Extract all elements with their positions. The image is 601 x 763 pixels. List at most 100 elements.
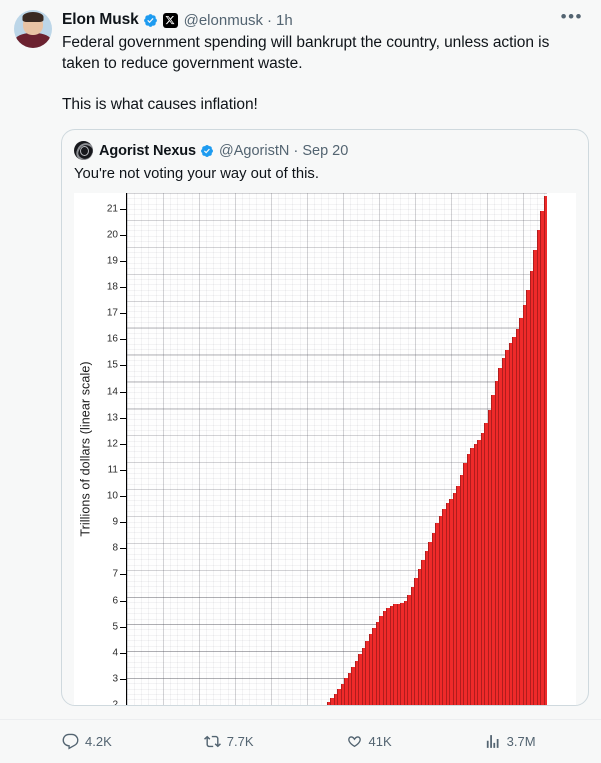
y-axis-tick-mark bbox=[120, 652, 126, 654]
y-axis-tick-mark bbox=[120, 313, 126, 315]
chart-bar bbox=[438, 515, 442, 705]
chart-bar bbox=[498, 368, 502, 705]
y-axis-tick-label: 14 bbox=[106, 386, 118, 398]
y-axis-tick-label: 6 bbox=[112, 595, 118, 606]
tweet-header-body: Elon Musk @elonmusk · 1h ••• Federal gov… bbox=[62, 7, 587, 115]
header-separator: · bbox=[267, 11, 273, 29]
chart-bar bbox=[463, 463, 467, 705]
chart-bar bbox=[337, 688, 341, 705]
chart-bar bbox=[487, 409, 491, 705]
y-axis-tick-label: 2 bbox=[112, 699, 118, 706]
chart-bar bbox=[522, 305, 526, 705]
elon-musk-avatar[interactable] bbox=[14, 10, 52, 48]
chart-bar bbox=[424, 550, 428, 705]
y-axis-tick-label: 7 bbox=[112, 568, 118, 580]
chart-bar bbox=[543, 195, 547, 705]
chart-bar bbox=[382, 611, 386, 705]
retweet-count: 7.7K bbox=[226, 734, 254, 749]
views-count: 3.7M bbox=[506, 734, 536, 749]
chart-bar bbox=[414, 578, 418, 705]
chart-bar bbox=[428, 541, 432, 705]
quoted-tweet-body-text: You're not voting your way out of this. bbox=[74, 166, 319, 182]
avatar-hair bbox=[22, 12, 44, 22]
chart-bar bbox=[533, 250, 537, 705]
y-axis-tick-label: 21 bbox=[106, 203, 118, 215]
y-axis-tick-mark bbox=[120, 469, 126, 471]
chart-bar bbox=[410, 587, 414, 705]
y-axis-tick-label: 9 bbox=[112, 516, 118, 528]
y-axis-tick-label: 8 bbox=[112, 542, 118, 554]
y-axis-tick-mark bbox=[120, 260, 126, 262]
chart-bar bbox=[330, 698, 334, 705]
chart-bar bbox=[379, 616, 383, 705]
agorist-nexus-avatar[interactable] bbox=[74, 141, 93, 160]
chart-bar bbox=[400, 602, 404, 705]
chart-bar bbox=[372, 627, 376, 705]
y-axis-tick-mark bbox=[120, 496, 126, 498]
avatar-body bbox=[15, 33, 51, 48]
chart-bar bbox=[393, 604, 397, 705]
federal-spending-bar-chart[interactable]: Trillions of dollars (linear scale) 2 3 4 5… bbox=[74, 193, 576, 705]
chart-bar bbox=[431, 532, 435, 705]
chart-attachment[interactable]: Trillions of dollars (linear scale) 2 3 4 5… bbox=[62, 193, 588, 705]
y-axis-tick-mark bbox=[120, 287, 126, 289]
chart-bar bbox=[505, 349, 509, 705]
verified-badge-icon bbox=[200, 144, 214, 158]
like-count: 41K bbox=[368, 734, 392, 749]
y-axis-tick-labels: 2 3 4 5 6 7 8 9 10 11 12 13 14 15 16 17 18 19 20 21 bbox=[96, 193, 118, 705]
chart-bar bbox=[484, 422, 488, 705]
more-options-icon[interactable]: ••• bbox=[560, 7, 583, 26]
y-axis-tick-label: 18 bbox=[106, 281, 118, 293]
chart-bar bbox=[540, 211, 544, 705]
reply-button[interactable]: 4.2K bbox=[62, 733, 112, 750]
views-button[interactable]: 3.7M bbox=[484, 733, 536, 750]
chart-bar bbox=[435, 523, 439, 705]
quoted-tweet-card[interactable]: Agorist Nexus @AgoristN · Sep 20 You're … bbox=[61, 129, 589, 706]
chart-bar bbox=[470, 447, 474, 705]
quoted-author-handle[interactable]: @AgoristN bbox=[219, 142, 290, 159]
heart-icon bbox=[346, 733, 369, 750]
author-handle[interactable]: @elonmusk bbox=[183, 11, 264, 29]
tweet-body-text: Federal government spending will bankrup… bbox=[62, 34, 550, 113]
y-axis-tick-mark bbox=[120, 417, 126, 419]
chart-bar bbox=[526, 289, 530, 705]
chart-bar bbox=[361, 647, 365, 705]
y-axis-tick-mark bbox=[120, 600, 126, 602]
tweet-actions-bar: 4.2K 7.7K 41K 3.7M bbox=[0, 719, 601, 763]
chart-bar bbox=[494, 381, 498, 705]
chart-bar bbox=[456, 485, 460, 705]
chart-bar bbox=[403, 600, 407, 705]
chart-bar bbox=[375, 621, 379, 705]
chart-bar bbox=[480, 433, 484, 705]
y-axis-tick-label: 5 bbox=[112, 621, 118, 633]
y-axis-tick-label: 11 bbox=[107, 464, 118, 476]
quoted-author-display-name[interactable]: Agorist Nexus bbox=[99, 142, 196, 159]
chart-bar bbox=[459, 475, 463, 705]
retweet-button[interactable]: 7.7K bbox=[203, 733, 254, 750]
y-axis-tick-mark bbox=[120, 574, 126, 576]
quoted-tweet-header: Agorist Nexus @AgoristN · Sep 20 bbox=[62, 130, 588, 160]
y-axis-tick-mark bbox=[120, 626, 126, 628]
like-button[interactable]: 41K bbox=[346, 733, 392, 750]
chart-bar bbox=[473, 443, 477, 705]
chart-bar bbox=[344, 678, 348, 705]
chart-bar bbox=[442, 509, 446, 705]
chart-canvas: Trillions of dollars (linear scale) 2 3 4 5… bbox=[74, 193, 576, 705]
y-axis-tick-mark bbox=[120, 365, 126, 367]
chart-bar bbox=[536, 229, 540, 705]
chart-bar bbox=[389, 605, 393, 705]
chart-bar bbox=[491, 395, 495, 705]
chart-bar bbox=[452, 493, 456, 705]
chart-bar bbox=[477, 439, 481, 705]
author-display-name[interactable]: Elon Musk bbox=[62, 11, 139, 29]
chart-bar bbox=[368, 634, 372, 705]
y-axis-tick-label: 13 bbox=[106, 412, 118, 424]
quoted-tweet-timestamp[interactable]: Sep 20 bbox=[302, 142, 349, 159]
tweet-timestamp[interactable]: 1h bbox=[276, 11, 293, 29]
verified-badge-icon bbox=[143, 13, 158, 28]
chart-bar bbox=[354, 660, 358, 705]
analytics-icon bbox=[484, 733, 507, 750]
y-axis-tick-label: 16 bbox=[106, 333, 118, 345]
chart-bar bbox=[445, 503, 449, 705]
